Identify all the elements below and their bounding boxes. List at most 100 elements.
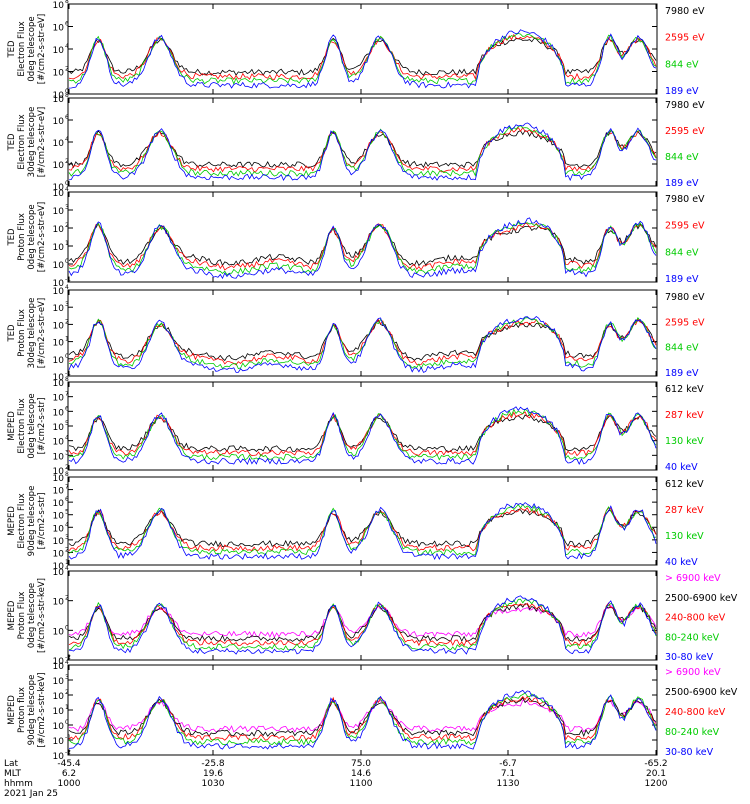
legend-entry: 7980 eV [665,6,705,17]
y-tick-exponent: 6 [65,114,69,121]
legend-entry: 287 keV [665,410,704,421]
series-line [68,502,657,561]
panel-frame [67,476,658,566]
mlt-value: 6.2 [62,769,76,779]
y-tick-exponent: 1 [65,240,69,247]
panel-frame [67,664,658,756]
y-tick-label: 10 [53,512,65,522]
y-axis-label: [#/cm2-s-str-eV] [37,298,47,368]
y-tick-label: 10 [53,627,65,637]
y-axis-label: TED [7,228,17,247]
y-axis-label: [#/cm2-s-str] [37,398,47,455]
panel-frame [67,3,658,95]
series-line [68,689,657,750]
legend-entry: 40 keV [665,462,698,473]
y-axis-label: MEPED [7,506,17,536]
y-axis-label: Electron Flux [17,21,27,76]
series-line [68,507,657,552]
date-label: 2021 Jan 25 [4,789,58,799]
y-tick-exponent: 0 [65,719,69,726]
y-axis-label: 0deg telescope [27,204,37,269]
y-tick-exponent: 2 [65,318,69,325]
lat-value: -45.4 [57,759,81,769]
y-tick-exponent: 0 [65,88,69,95]
y-tick-exponent: 8 [65,92,69,99]
legend-entry: 80-240 keV [665,632,720,643]
y-tick-exponent: 8 [65,0,69,5]
y-axis-label: Proton flux [17,687,27,733]
y-tick-label: 10 [53,339,65,349]
y-tick-exponent: 2 [65,158,69,165]
y-tick-exponent: 8 [65,376,69,383]
y-axis-label: MEPED [7,695,17,725]
mlt-value: 20.1 [646,769,666,779]
y-axis-label: [#/cm2-s-str-eV] [37,14,47,84]
y-tick-label: 10 [53,438,65,448]
legend-entry: 2500-6900 keV [665,593,738,604]
y-axis-label: 90deg telescope [27,675,37,746]
y-axis-label: TED [7,324,17,343]
y-tick-label: 10 [53,474,65,484]
y-tick-exponent: 7 [65,391,69,398]
hhmm-value: 1030 [202,779,225,789]
y-tick-label: 10 [53,487,65,497]
legend-entry: 30-80 keV [665,652,714,663]
y-tick-exponent: -1 [65,276,71,283]
y-tick-exponent: 3 [65,449,69,456]
y-axis-label: Electron Flux [17,398,27,453]
y-tick-exponent: 6 [65,496,69,503]
legend-entry: 612 keV [665,384,704,395]
y-tick-label: 10 [53,452,65,462]
y-tick-label: 10 [53,657,65,667]
series-line [68,692,657,746]
y-tick-exponent: 7 [65,484,69,491]
legend-entry: 844 eV [665,59,699,70]
y-tick-label: 10 [53,662,65,672]
y-tick-exponent: 0 [65,180,69,187]
y-tick-exponent: 0 [65,624,69,631]
series-line [68,122,657,182]
y-axis-label: Proton Flux [17,592,27,640]
y-tick-exponent: 0 [65,353,69,360]
legend-entry: 40 keV [665,557,698,568]
y-tick-exponent: 8 [65,471,69,478]
y-tick-exponent: 2 [65,546,69,553]
y-tick-label: 10 [53,692,65,702]
y-tick-exponent: -2 [65,749,71,756]
legend-entry: 189 eV [665,274,699,285]
legend-entry: 7980 eV [665,100,705,111]
legend-entry: 2595 eV [665,126,705,137]
y-tick-exponent: 2 [65,595,69,602]
y-tick-exponent: 6 [65,405,69,412]
y-tick-exponent: 2 [65,464,69,471]
legend-entry: 240-800 keV [665,707,726,718]
y-tick-exponent: -2 [65,654,71,661]
legend-entry: 130 keV [665,436,704,447]
y-tick-label: 10 [53,537,65,547]
y-tick-label: 10 [53,707,65,717]
y-tick-exponent: 4 [65,435,69,442]
x-row-label: MLT [4,769,22,779]
y-tick-exponent: 2 [65,222,69,229]
y-axis-label: MEPED [7,600,17,630]
y-tick-exponent: 5 [65,420,69,427]
y-axis-label: Electron Flux [17,493,27,548]
y-tick-exponent: 1 [65,559,69,566]
y-tick-label: 10 [53,304,65,314]
legend-entry: 844 eV [665,343,699,354]
y-tick-exponent: 4 [65,136,69,143]
legend-entry: 189 eV [665,368,699,379]
y-axis-label: 30deg telescope [27,298,37,369]
y-tick-label: 10 [53,356,65,366]
legend-entry: 240-800 keV [665,613,726,624]
y-tick-label: 10 [53,46,65,56]
y-tick-label: 10 [53,161,65,171]
y-tick-exponent: 0 [65,258,69,265]
legend-entry: 7980 eV [665,194,705,205]
y-tick-label: 10 [53,183,65,193]
y-tick-label: 10 [53,373,65,383]
y-tick-exponent: 3 [65,534,69,541]
y-tick-exponent: 3 [65,301,69,308]
y-tick-label: 10 [53,722,65,732]
